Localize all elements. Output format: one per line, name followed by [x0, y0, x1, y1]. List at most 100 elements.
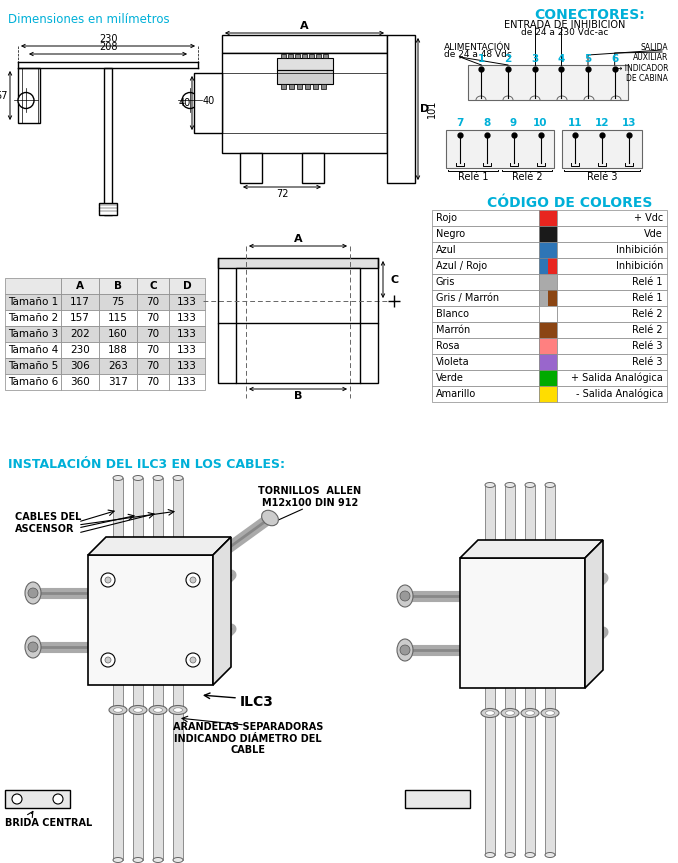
Bar — [562, 130, 642, 168]
Ellipse shape — [113, 476, 123, 481]
Text: 263: 263 — [108, 361, 128, 371]
Text: 360: 360 — [70, 377, 90, 387]
Bar — [557, 226, 667, 242]
Text: Relé 1: Relé 1 — [633, 277, 663, 287]
Ellipse shape — [169, 705, 187, 715]
Text: Tamaño 5: Tamaño 5 — [8, 361, 58, 371]
Bar — [281, 54, 285, 58]
Ellipse shape — [262, 510, 279, 526]
Bar — [169, 278, 205, 294]
Text: 160: 160 — [108, 329, 128, 339]
Circle shape — [18, 92, 34, 109]
Bar — [432, 290, 539, 306]
Bar — [557, 290, 667, 306]
Ellipse shape — [525, 853, 535, 858]
Bar — [218, 258, 378, 268]
Text: BRIDA CENTRAL: BRIDA CENTRAL — [5, 818, 92, 828]
Text: Relé 3: Relé 3 — [586, 172, 617, 182]
Bar — [557, 370, 667, 386]
Text: 133: 133 — [177, 345, 197, 355]
Bar — [5, 326, 61, 342]
Bar — [539, 274, 557, 290]
Bar — [61, 278, 99, 294]
Ellipse shape — [153, 708, 163, 712]
Bar — [548, 258, 557, 274]
Polygon shape — [213, 537, 231, 685]
Text: Relé 3: Relé 3 — [633, 357, 663, 367]
Text: Amarillo: Amarillo — [436, 389, 476, 399]
Bar — [485, 485, 495, 855]
Ellipse shape — [485, 711, 494, 715]
Text: Blanco: Blanco — [436, 309, 469, 319]
Ellipse shape — [129, 705, 147, 715]
Bar — [153, 478, 163, 860]
Ellipse shape — [521, 709, 539, 717]
Circle shape — [105, 657, 111, 663]
Text: Gris / Marrón: Gris / Marrón — [436, 293, 499, 303]
Ellipse shape — [174, 708, 182, 712]
Text: 57: 57 — [0, 91, 8, 100]
Text: CÓDIGO DE COLORES: CÓDIGO DE COLORES — [487, 196, 653, 210]
Text: Vde: Vde — [644, 229, 663, 239]
Text: 12: 12 — [595, 118, 610, 128]
Text: 4: 4 — [557, 54, 565, 64]
Text: + Vdc: + Vdc — [634, 213, 663, 223]
Ellipse shape — [173, 858, 183, 862]
Circle shape — [182, 92, 198, 109]
Bar — [432, 274, 539, 290]
Bar — [432, 242, 539, 258]
Text: Tamaño 2: Tamaño 2 — [8, 313, 58, 323]
Bar — [548, 290, 557, 306]
Text: 1: 1 — [478, 54, 485, 64]
Text: 133: 133 — [177, 377, 197, 387]
Ellipse shape — [149, 705, 167, 715]
Text: Tamaño 1: Tamaño 1 — [8, 297, 58, 307]
Bar — [137, 358, 169, 374]
Bar — [5, 310, 61, 326]
Text: Inhibición: Inhibición — [616, 261, 663, 271]
Text: 188: 188 — [108, 345, 128, 355]
Text: de 24 a 230 Vdc-ac: de 24 a 230 Vdc-ac — [521, 28, 609, 37]
Ellipse shape — [525, 482, 535, 488]
Ellipse shape — [545, 482, 555, 488]
Bar — [222, 53, 387, 153]
Bar — [432, 338, 539, 354]
Bar — [321, 84, 325, 89]
Bar — [557, 306, 667, 322]
Text: 40: 40 — [203, 96, 215, 105]
Text: Relé 3: Relé 3 — [633, 341, 663, 351]
Text: CABLES DEL
ASCENSOR: CABLES DEL ASCENSOR — [15, 512, 81, 533]
Text: Azul: Azul — [436, 245, 456, 255]
Bar — [360, 323, 378, 383]
Bar — [281, 84, 285, 89]
Ellipse shape — [485, 853, 495, 858]
Bar — [557, 274, 667, 290]
Bar — [113, 478, 123, 860]
Bar — [468, 65, 628, 100]
Text: 115: 115 — [108, 313, 128, 323]
Circle shape — [101, 573, 115, 587]
Ellipse shape — [545, 853, 555, 858]
Bar — [169, 294, 205, 310]
Bar — [99, 342, 137, 358]
Text: ENTRADA DE INHIBICION: ENTRADA DE INHIBICION — [504, 20, 626, 30]
Text: C: C — [391, 274, 399, 285]
Bar — [61, 294, 99, 310]
Ellipse shape — [397, 639, 413, 661]
Text: TORNILLOS  ALLEN
M12x100 DIN 912: TORNILLOS ALLEN M12x100 DIN 912 — [258, 486, 361, 507]
Circle shape — [190, 657, 196, 663]
Text: 3: 3 — [531, 54, 538, 64]
Text: 157: 157 — [70, 313, 90, 323]
Bar — [287, 54, 292, 58]
Ellipse shape — [505, 482, 515, 488]
Bar — [539, 242, 557, 258]
Ellipse shape — [485, 482, 495, 488]
Circle shape — [400, 645, 410, 655]
Text: 117: 117 — [70, 297, 90, 307]
Bar — [304, 84, 309, 89]
Text: CONECTORES:: CONECTORES: — [535, 8, 645, 22]
Bar — [99, 374, 137, 390]
Bar — [557, 386, 667, 402]
Circle shape — [186, 573, 200, 587]
Bar — [302, 153, 324, 183]
